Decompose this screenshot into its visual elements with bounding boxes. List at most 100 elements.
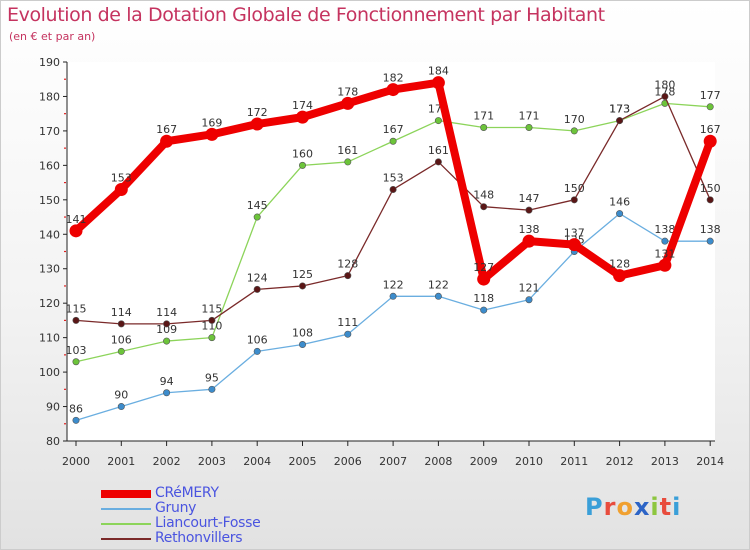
- legend-label: CRéMERY: [155, 485, 219, 501]
- data-point-cr-mery: [613, 269, 627, 283]
- data-label-liancourt-fosse: 171: [473, 109, 494, 122]
- data-point-cr-mery: [703, 134, 717, 148]
- data-point-cr-mery: [114, 182, 128, 196]
- legend-label: Rethonvillers: [155, 530, 243, 546]
- data-label-liancourt-fosse: 103: [66, 344, 87, 357]
- data-point-rethonvillers: [72, 316, 80, 324]
- data-point-cr-mery: [205, 127, 219, 141]
- x-tick-label: 2006: [334, 455, 362, 468]
- data-point-rethonvillers: [344, 272, 352, 280]
- data-label-liancourt-fosse: 106: [111, 333, 132, 346]
- data-label-gruny: 121: [519, 282, 540, 295]
- data-point-rethonvillers: [616, 117, 624, 125]
- data-point-cr-mery: [160, 134, 174, 148]
- data-point-rethonvillers: [525, 206, 533, 214]
- x-tick-label: 2008: [424, 455, 452, 468]
- data-label-rethonvillers: 115: [66, 302, 87, 315]
- data-point-cr-mery: [567, 238, 581, 252]
- data-point-gruny: [389, 292, 397, 300]
- data-point-cr-mery: [522, 234, 536, 248]
- data-point-gruny: [525, 296, 533, 304]
- data-point-gruny: [163, 389, 171, 397]
- data-point-liancourt-fosse: [570, 127, 578, 135]
- data-label-rethonvillers: 153: [383, 171, 404, 184]
- y-tick-label: 140: [39, 228, 60, 241]
- data-label-cr-mery: 184: [428, 65, 449, 78]
- x-tick-label: 2001: [107, 455, 135, 468]
- data-point-cr-mery: [341, 96, 355, 110]
- data-point-liancourt-fosse: [253, 213, 261, 221]
- data-point-cr-mery: [386, 83, 400, 97]
- data-label-liancourt-fosse: 110: [201, 320, 222, 333]
- data-label-rethonvillers: 147: [519, 192, 540, 205]
- data-label-gruny: 106: [247, 333, 268, 346]
- data-label-rethonvillers: 128: [337, 258, 358, 271]
- data-point-liancourt-fosse: [208, 334, 216, 342]
- logo-letter: i: [672, 493, 682, 521]
- logo-letter: i: [650, 493, 660, 521]
- data-label-liancourt-fosse: 171: [519, 109, 540, 122]
- data-label-liancourt-fosse: 161: [337, 144, 358, 157]
- legend-label: Liancourt-Fosse: [155, 515, 261, 531]
- data-point-liancourt-fosse: [298, 161, 306, 169]
- data-label-gruny: 90: [114, 389, 128, 402]
- x-tick-label: 2000: [62, 455, 90, 468]
- data-point-rethonvillers: [389, 185, 397, 193]
- y-tick-label: 190: [39, 56, 60, 69]
- data-label-rethonvillers: 125: [292, 268, 313, 281]
- data-point-gruny: [616, 210, 624, 218]
- data-label-rethonvillers: 124: [247, 271, 268, 284]
- data-label-cr-mery: 153: [111, 171, 132, 184]
- data-label-cr-mery: 128: [609, 258, 630, 271]
- data-point-rethonvillers: [570, 196, 578, 204]
- data-label-liancourt-fosse: 160: [292, 147, 313, 160]
- proxiti-logo: Proxiti: [585, 493, 681, 521]
- data-label-cr-mery: 172: [247, 106, 268, 119]
- data-point-liancourt-fosse: [434, 117, 442, 125]
- data-point-cr-mery: [431, 76, 445, 90]
- x-tick-label: 2005: [289, 455, 317, 468]
- data-point-cr-mery: [477, 272, 491, 286]
- data-label-gruny: 86: [69, 402, 83, 415]
- y-tick-label: 90: [46, 401, 60, 414]
- line-chart: 80 90 100 110 120 130 140 150 160 170 180 190 2000 20…: [39, 56, 724, 468]
- data-label-gruny: 108: [292, 327, 313, 340]
- data-label-gruny: 95: [205, 371, 219, 384]
- legend-label: Gruny: [155, 500, 197, 516]
- data-label-cr-mery: 138: [519, 223, 540, 236]
- data-point-rethonvillers: [661, 92, 669, 100]
- data-label-cr-mery: 182: [383, 72, 404, 85]
- data-label-gruny: 111: [337, 316, 358, 329]
- data-label-gruny: 138: [700, 223, 721, 236]
- y-tick-label: 160: [39, 159, 60, 172]
- data-point-rethonvillers: [298, 282, 306, 290]
- data-label-gruny: 94: [160, 375, 174, 388]
- logo-letter: o: [616, 493, 634, 521]
- x-tick-label: 2009: [470, 455, 498, 468]
- data-label-cr-mery: 167: [700, 123, 721, 136]
- data-point-gruny: [72, 416, 80, 424]
- data-label-rethonvillers: 114: [111, 306, 132, 319]
- x-tick-label: 2007: [379, 455, 407, 468]
- chart-subtitle: (en € et par an): [9, 30, 96, 43]
- x-tick-label: 2011: [560, 455, 588, 468]
- y-tick-label: 100: [39, 366, 60, 379]
- x-tick-label: 2002: [153, 455, 181, 468]
- data-point-gruny: [208, 385, 216, 393]
- data-label-cr-mery: 167: [156, 123, 177, 136]
- data-point-gruny: [434, 292, 442, 300]
- data-label-gruny: 146: [609, 196, 630, 209]
- plot-area: [67, 62, 715, 441]
- y-tick-label: 150: [39, 194, 60, 207]
- data-point-liancourt-fosse: [163, 337, 171, 345]
- data-point-cr-mery: [69, 224, 83, 238]
- data-label-liancourt-fosse: 177: [700, 89, 721, 102]
- data-label-cr-mery: 169: [201, 116, 222, 129]
- data-label-gruny: 122: [428, 278, 449, 291]
- data-point-gruny: [344, 330, 352, 338]
- x-tick-label: 2003: [198, 455, 226, 468]
- data-label-cr-mery: 127: [473, 261, 494, 274]
- data-label-rethonvillers: 150: [700, 182, 721, 195]
- data-point-gruny: [298, 341, 306, 349]
